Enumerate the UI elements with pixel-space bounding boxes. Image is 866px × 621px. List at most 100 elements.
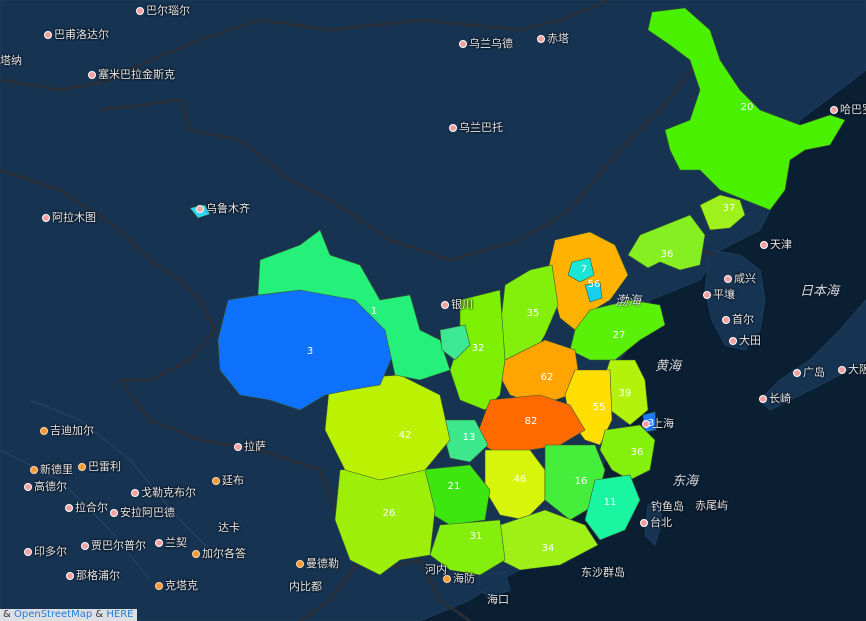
city-nagasaki[interactable]: 长崎	[759, 393, 791, 405]
region-sichuan[interactable]	[324, 374, 451, 481]
city-barnaul[interactable]: 巴尔瑙尔	[136, 5, 190, 17]
city-thimphu[interactable]: 廷布	[212, 475, 244, 487]
india-line	[29, 399, 221, 561]
city-patna[interactable]: 兰契	[155, 537, 187, 549]
city-marker-icon	[66, 572, 74, 580]
india-line-2	[0, 449, 151, 581]
city-hanoi[interactable]: 河内	[425, 563, 447, 576]
city-urumqi[interactable]: 乌鲁木齐	[196, 203, 250, 215]
city-marker-icon	[42, 214, 50, 222]
region-fujian[interactable]	[584, 474, 641, 541]
region-ningxia[interactable]	[439, 324, 471, 361]
value-chongqing: 13	[463, 432, 476, 443]
region-beijing[interactable]	[567, 257, 595, 283]
city-yinchuan[interactable]: 银川	[441, 299, 473, 311]
city-edge-left[interactable]: 塔纳	[0, 54, 22, 67]
value-jiangsu: 39	[619, 388, 632, 399]
city-chiwei[interactable]: 赤尾屿	[695, 499, 728, 512]
city-tianjin[interactable]: 天津	[760, 239, 792, 251]
region-gansu[interactable]	[257, 229, 451, 381]
city-diaoyu[interactable]: 钓鱼岛	[651, 500, 684, 513]
value-zhejiang: 36	[631, 447, 644, 458]
region-heilongjiang[interactable]	[647, 7, 846, 211]
region-shandong[interactable]	[569, 299, 666, 361]
land-korea	[704, 249, 766, 351]
city-dongsha[interactable]: 东沙群岛	[581, 566, 625, 579]
city-marker-icon	[234, 443, 242, 451]
value-guangdong: 34	[542, 543, 555, 554]
value-yunnan: 26	[383, 508, 396, 519]
borders	[0, 0, 716, 621]
city-kolkata[interactable]: 加尔各答	[192, 548, 246, 560]
city-haikou[interactable]: 海口	[487, 593, 509, 606]
city-kota[interactable]: 高德尔	[24, 481, 67, 493]
city-bareilly[interactable]: 巴雷利	[78, 461, 121, 473]
city-chita[interactable]: 赤塔	[537, 33, 569, 45]
value-qinghai: 3	[307, 346, 313, 357]
city-osaka[interactable]: 大阪	[838, 364, 866, 376]
osm-link[interactable]: OpenStreetMap	[14, 609, 93, 620]
city-hiroshima[interactable]: 广岛	[793, 367, 825, 379]
region-guangdong[interactable]	[499, 509, 599, 571]
city-newdelhi[interactable]: 新德里	[30, 464, 73, 476]
region-tianjin[interactable]	[584, 281, 603, 303]
city-marker-icon	[449, 124, 457, 132]
city-daejeon[interactable]: 大田	[729, 335, 761, 347]
city-naypyidaw[interactable]: 内比都	[289, 580, 322, 593]
city-kanpur[interactable]: 安拉阿巴德	[110, 507, 175, 519]
city-marker-icon	[40, 427, 48, 435]
city-marker-icon	[443, 575, 451, 583]
border-mongolia	[99, 59, 702, 262]
border-indochina	[379, 558, 471, 621]
city-taipei[interactable]: 台北	[640, 517, 672, 529]
city-jaipur[interactable]: 吉迪加尔	[40, 425, 94, 437]
city-marker-icon	[537, 35, 545, 43]
city-marker-icon	[703, 291, 711, 299]
sea-japan: 日本海	[800, 284, 840, 299]
city-ulanude[interactable]: 乌兰乌德	[459, 38, 513, 50]
sea-east: 东海	[672, 474, 699, 489]
city-bhopal[interactable]: 印多尔	[24, 546, 67, 558]
city-shanghai[interactable]: 上海	[642, 418, 674, 430]
city-marker-icon	[760, 241, 768, 249]
city-lhasa[interactable]: 拉萨	[234, 441, 266, 453]
region-chongqing[interactable]	[439, 419, 489, 463]
city-ulaanbaatar[interactable]: 乌兰巴托	[449, 122, 503, 134]
city-lahore[interactable]: 拉合尔	[65, 502, 108, 514]
city-marker-icon	[30, 466, 38, 474]
value-jilin: 37	[723, 203, 736, 214]
region-jilin[interactable]	[699, 194, 746, 231]
region-liaoning[interactable]	[627, 214, 706, 271]
city-lucknow[interactable]: 戈勒克布尔	[131, 487, 196, 499]
here-link[interactable]: HERE	[106, 609, 134, 620]
value-shanghai: 3	[648, 418, 654, 429]
city-semey[interactable]: 塞米巴拉金斯克	[88, 69, 175, 81]
city-seoul[interactable]: 首尔	[722, 314, 754, 326]
value-guangxi: 31	[470, 531, 483, 542]
value-hebei: 35	[527, 308, 540, 319]
city-mandalay[interactable]: 曼德勒	[296, 558, 339, 570]
land-japan	[759, 299, 866, 411]
city-pyongyang[interactable]: 平壤	[703, 289, 735, 301]
city-marker-icon	[830, 106, 838, 114]
region-zhejiang[interactable]	[599, 424, 656, 481]
city-raipur[interactable]: 贾巴尔普尔	[81, 540, 146, 552]
value-jiangxi: 16	[575, 476, 588, 487]
value-heilongjiang: 20	[741, 102, 754, 113]
city-hamhung[interactable]: 咸兴	[724, 273, 756, 285]
city-cuttack[interactable]: 克塔克	[155, 580, 198, 592]
city-khabarovsk[interactable]: 哈巴罗夫斯克	[830, 104, 866, 116]
city-marker-icon	[729, 337, 737, 345]
city-dhaka[interactable]: 达卡	[218, 521, 240, 534]
city-marker-icon	[136, 7, 144, 15]
city-pavlodar[interactable]: 巴甫洛达尔	[44, 29, 109, 41]
map-attribution: & OpenStreetMap & HERE	[0, 609, 137, 621]
city-almaty[interactable]: 阿拉木图	[42, 212, 96, 224]
city-haiphong[interactable]: 海防	[443, 573, 475, 585]
value-sichuan: 42	[399, 430, 412, 441]
city-nagpur[interactable]: 那格浦尔	[66, 570, 120, 582]
city-marker-icon	[441, 301, 449, 309]
